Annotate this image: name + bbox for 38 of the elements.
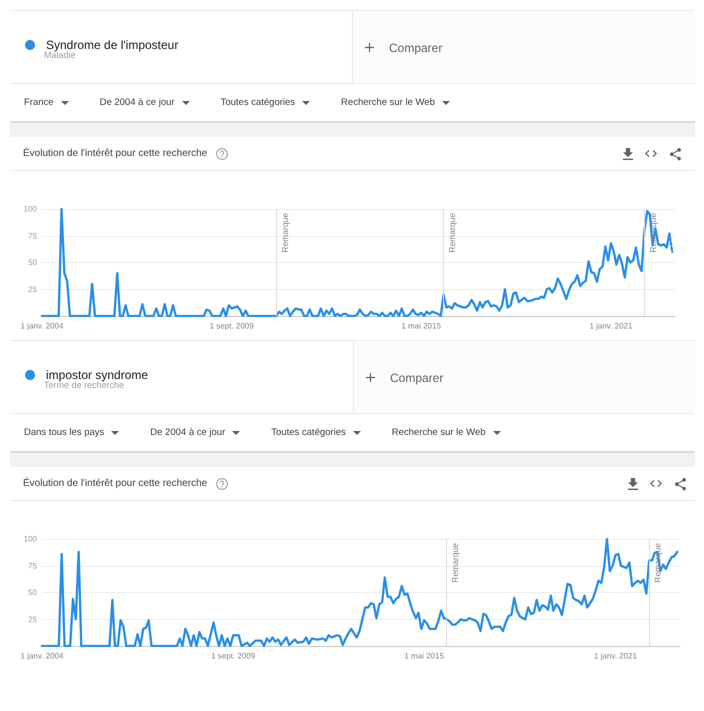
text: Dans tous les pays bbox=[24, 427, 104, 439]
text: De 2004 à ce jour bbox=[150, 427, 226, 439]
y-tick-label: 25 bbox=[28, 284, 38, 294]
text: Recherche sur le Web bbox=[392, 427, 486, 439]
ref-line-label: Remarque bbox=[648, 212, 658, 253]
y-tick-label: 100 bbox=[24, 534, 38, 544]
ref-line-label: Remarque bbox=[652, 542, 663, 583]
legend-label: impostor syndrome bbox=[46, 368, 148, 382]
x-tick-label: 1 janv. 2021 bbox=[594, 652, 638, 660]
x-tick-label: 1 mai 2015 bbox=[401, 322, 442, 330]
y-tick-label: 25 bbox=[28, 614, 38, 624]
y-tick-label: 50 bbox=[28, 588, 38, 597]
text: Recherche sur le Web bbox=[341, 97, 435, 109]
text: France bbox=[24, 97, 54, 109]
x-tick-label: 1 sept. 2009 bbox=[211, 652, 256, 660]
x-tick-label: 1 janv. 2004 bbox=[20, 322, 64, 330]
text: Terme de recherche bbox=[44, 380, 124, 391]
text: Comparer bbox=[390, 371, 444, 385]
y-tick-label: 75 bbox=[28, 561, 38, 570]
y-tick-label: 100 bbox=[24, 204, 38, 214]
text: Maladie bbox=[44, 50, 76, 61]
x-tick-label: 1 janv. 2021 bbox=[589, 322, 634, 330]
ref-line-label: Remarque bbox=[280, 212, 290, 253]
x-tick-label: 1 mai 2015 bbox=[404, 652, 444, 660]
text: Toutes catégories bbox=[271, 427, 346, 439]
text: De 2004 à ce jour bbox=[100, 97, 175, 109]
x-tick-label: 1 janv. 2004 bbox=[20, 652, 64, 660]
y-tick-label: 75 bbox=[28, 231, 38, 240]
text: Comparer bbox=[389, 41, 442, 55]
ref-line-label: Remarque bbox=[450, 542, 460, 583]
line-series bbox=[40, 538, 678, 648]
ref-line-label: Remarque bbox=[447, 212, 458, 253]
y-tick-label: 50 bbox=[28, 258, 38, 267]
chart-title: Évolution de l'intérêt pour cette recherche bbox=[23, 478, 208, 490]
chart-title: Évolution de l'intérêt pour cette recherche bbox=[23, 148, 208, 160]
x-tick-label: 1 sept. 2009 bbox=[210, 322, 254, 330]
text: Toutes catégories bbox=[220, 97, 296, 109]
legend-label: Syndrome de l'imposteur bbox=[46, 38, 178, 52]
